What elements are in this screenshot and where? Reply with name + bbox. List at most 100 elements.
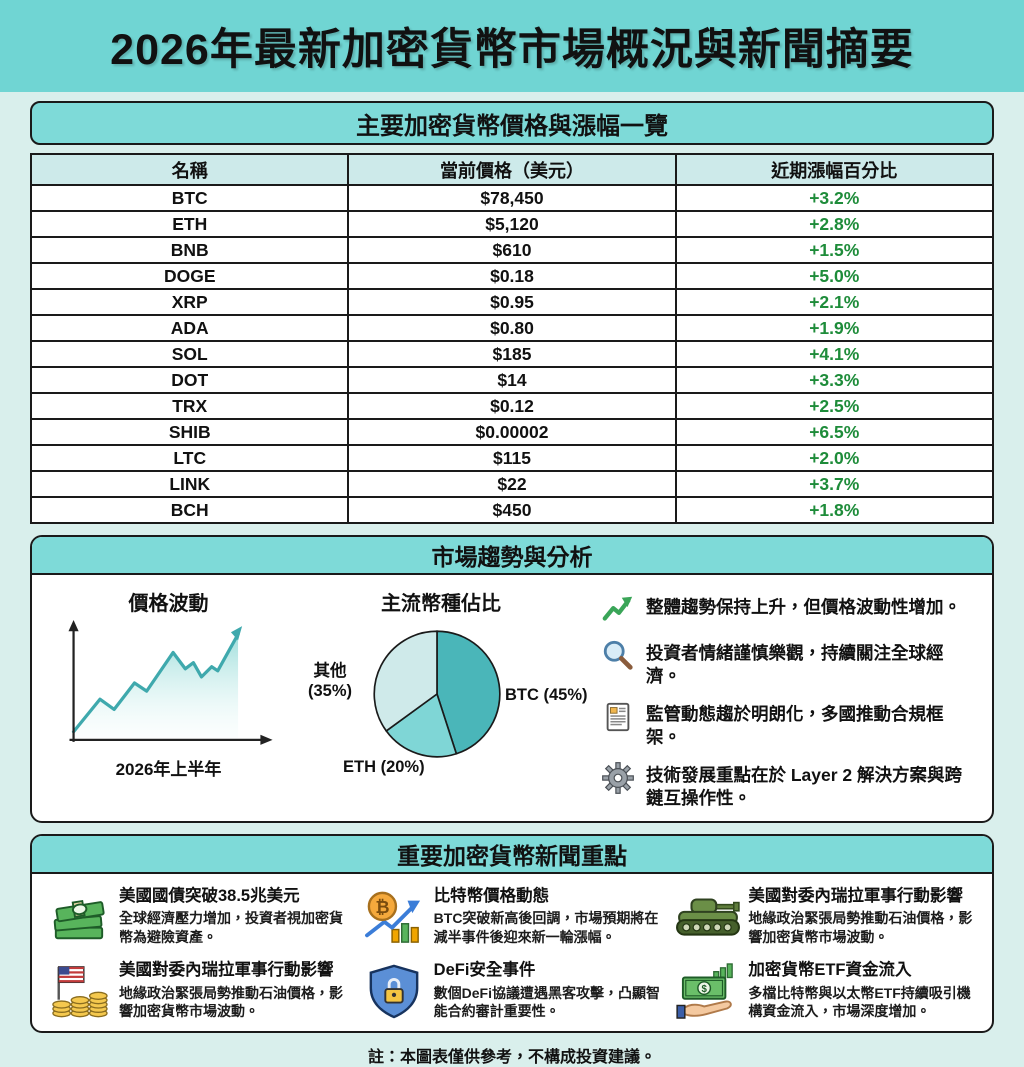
trend-bullet-text: 監管動態趨於明朗化，多國推動合規框架。 [646, 704, 944, 748]
coin-name-cell: LINK [29, 470, 350, 498]
bitcoin-chart-icon: ₿ [364, 891, 420, 943]
table-row: SOL $185 +4.1% [29, 340, 995, 368]
page-title: 2026年最新加密貨幣市場概況與新聞摘要 [110, 26, 914, 74]
coin-name-cell: ADA [29, 314, 350, 342]
coin-change-cell: +1.9% [674, 314, 995, 342]
line-chart-series [71, 632, 240, 734]
news-text: 美國對委內瑞拉軍事行動影響 地緣政治緊張局勢推動石油價格，影響加密貨幣市場波動。 [748, 887, 978, 947]
news-title: 美國對委內瑞拉軍事行動影響 [119, 960, 334, 979]
table-row: BCH $450 +1.8% [29, 496, 995, 524]
news-body: 地緣政治緊張局勢推動石油價格，影響加密貨幣市場波動。 [119, 984, 343, 1020]
news-item: DeFi安全事件 數個DeFi協議遭遇黑客攻擊，凸顯智能合約審計重要性。 [361, 961, 664, 1021]
news-grid: 美國國債突破38.5兆美元 全球經濟壓力增加，投資者視加密貨幣為避險資產。 ₿ … [32, 874, 992, 1032]
trend-bullet-text: 技術發展重點在於 Layer 2 解決方案與跨鏈互操作性。 [646, 765, 963, 809]
news-body: 多檔比特幣與以太幣ETF持續吸引機構資金流入，市場深度增加。 [748, 984, 971, 1020]
news-body: 數個DeFi協議遭遇黑客攻擊，凸顯智能合約審計重要性。 [433, 984, 660, 1020]
coin-name-cell: ETH [29, 210, 350, 238]
news-section-header: 重要加密貨幣新聞重點 [32, 835, 992, 874]
price-table: 名稱 當前價格（美元） 近期漲幅百分比 BTC $78,450 +3.2% ET… [29, 153, 995, 524]
news-title: 加密貨幣ETF資金流入 [748, 960, 912, 979]
pie-label-other: 其他 (35%) [307, 662, 352, 700]
coin-change-cell: +3.7% [674, 470, 995, 498]
page-content: 主要加密貨幣價格與漲幅一覽 名稱 當前價格（美元） 近期漲幅百分比 BTC $7… [0, 92, 1024, 1067]
news-item: $ 加密貨幣ETF資金流入 多檔比特幣與以太幣ETF持續吸引機構資金流入，市場深… [675, 961, 978, 1021]
coin-name-cell: XRP [29, 288, 350, 316]
coin-name-cell: BCH [29, 496, 350, 524]
coin-change-cell: +4.1% [674, 340, 995, 368]
table-row: LINK $22 +3.7% [29, 470, 995, 498]
line-chart-title: 價格波動 [128, 593, 209, 615]
coin-change-cell: +1.5% [674, 236, 995, 264]
column-header-change: 近期漲幅百分比 [674, 153, 995, 186]
coin-name-cell: BTC [29, 184, 350, 212]
coin-price-cell: $115 [347, 444, 677, 472]
pie-slice [373, 630, 438, 733]
trend-up-icon [602, 596, 633, 621]
table-row: DOT $14 +3.3% [29, 366, 995, 394]
coin-price-cell: $610 [347, 236, 677, 264]
coin-change-cell: +2.1% [674, 288, 995, 316]
coin-change-cell: +2.8% [674, 210, 995, 238]
line-chart-block: 價格波動 2026年上半年 [46, 585, 291, 815]
pie-label-eth: ETH (20%) [343, 758, 425, 776]
table-row: LTC $115 +2.0% [29, 444, 995, 472]
pie-slice [385, 692, 458, 758]
trends-section-header: 市場趨勢與分析 [32, 537, 992, 575]
table-row: ETH $5,120 +2.8% [29, 210, 995, 238]
news-title: DeFi安全事件 [433, 960, 536, 979]
coin-change-cell: +3.2% [674, 184, 995, 212]
coin-change-cell: +2.0% [674, 444, 995, 472]
coin-change-cell: +5.0% [674, 262, 995, 290]
flag-coins-icon [52, 965, 108, 1018]
coin-price-cell: $14 [347, 366, 677, 394]
news-text: DeFi安全事件 數個DeFi協議遭遇黑客攻擊，凸顯智能合約審計重要性。 [434, 961, 664, 1021]
price-table-header-row: 名稱 當前價格（美元） 近期漲幅百分比 [29, 153, 995, 186]
coin-name-cell: SOL [29, 340, 350, 368]
line-chart-area [73, 634, 239, 738]
news-text: 加密貨幣ETF資金流入 多檔比特幣與以太幣ETF持續吸引機構資金流入，市場深度增… [748, 961, 978, 1021]
trend-bullet: 投資者情緒謹慎樂觀，持續關注全球經濟。 [601, 639, 978, 688]
pie-label-btc: BTC (45%) [505, 686, 588, 704]
pie-chart-title: 主流幣種佔比 [381, 593, 501, 615]
news-section: 重要加密貨幣新聞重點 美國國債突破38.5兆美元 全球經濟壓力增加，投資者視加密… [30, 833, 994, 1034]
money-stack-icon [53, 899, 105, 939]
x-axis-arrow [260, 734, 273, 745]
trend-bullets: 整體趨勢保持上升，但價格波動性增加。 投資者情緒謹慎樂觀，持續關注全球經濟。 [591, 585, 978, 815]
coin-price-cell: $0.18 [347, 262, 677, 290]
trend-bullet-text: 整體趨勢保持上升，但價格波動性增加。 [646, 597, 961, 617]
news-text: 美國國債突破38.5兆美元 全球經濟壓力增加，投資者視加密貨幣為避險資產。 [119, 887, 349, 947]
price-section: 主要加密貨幣價格與漲幅一覽 名稱 當前價格（美元） 近期漲幅百分比 BTC $7… [29, 101, 995, 524]
coin-price-cell: $0.12 [347, 392, 677, 420]
news-title: 比特幣價格動態 [433, 886, 550, 905]
coin-price-cell: $185 [347, 340, 677, 368]
news-item: 美國對委內瑞拉軍事行動影響 地緣政治緊張局勢推動石油價格，影響加密貨幣市場波動。 [46, 961, 349, 1021]
shield-lock-icon [369, 964, 419, 1019]
news-title: 美國國債突破38.5兆美元 [119, 886, 300, 905]
price-table-body: BTC $78,450 +3.2% ETH $5,120 +2.8% BNB $… [29, 184, 995, 524]
gear-icon [602, 762, 634, 795]
news-text: 比特幣價格動態 BTC突破新高後回調，市場預期將在減半事件後迎來新一輪漲幅。 [434, 887, 664, 947]
coin-name-cell: LTC [29, 444, 350, 472]
disclaimer-note: 註：本圖表僅供參考，不構成投資建議。 [367, 1049, 656, 1067]
news-body: 全球經濟壓力增加，投資者視加密貨幣為避險資產。 [119, 910, 343, 946]
pie-chart-block: 主流幣種佔比 其他 (35%) BTC (45%) ETH (20%) [291, 585, 591, 815]
coin-change-cell: +6.5% [674, 418, 995, 446]
news-body: 地緣政治緊張局勢推動石油價格，影響加密貨幣市場波動。 [748, 910, 973, 946]
table-row: XRP $0.95 +2.1% [29, 288, 995, 316]
news-item: ₿ 比特幣價格動態 BTC突破新高後回調，市場預期將在減半事件後迎來新一輪漲幅。 [361, 887, 664, 947]
table-row: BTC $78,450 +3.2% [29, 184, 995, 212]
coin-price-cell: $0.80 [347, 314, 677, 342]
table-row: SHIB $0.00002 +6.5% [29, 418, 995, 446]
coin-name-cell: DOGE [29, 262, 350, 290]
trend-bullet: 整體趨勢保持上升，但價格波動性增加。 [601, 593, 978, 627]
coin-change-cell: +2.5% [674, 392, 995, 420]
coin-price-cell: $0.95 [347, 288, 677, 316]
trend-bullet: 技術發展重點在於 Layer 2 解決方案與跨鏈互操作性。 [601, 761, 978, 810]
line-chart-x-label: 2026年上半年 [115, 760, 222, 779]
regulation-doc-icon [606, 703, 630, 732]
coin-name-cell: DOT [29, 366, 350, 394]
coin-price-cell: $450 [347, 496, 677, 524]
news-item: 美國國債突破38.5兆美元 全球經濟壓力增加，投資者視加密貨幣為避險資產。 [46, 887, 349, 947]
coin-name-cell: BNB [29, 236, 350, 264]
trend-bullet-text: 投資者情緒謹慎樂觀，持續關注全球經濟。 [646, 643, 944, 687]
